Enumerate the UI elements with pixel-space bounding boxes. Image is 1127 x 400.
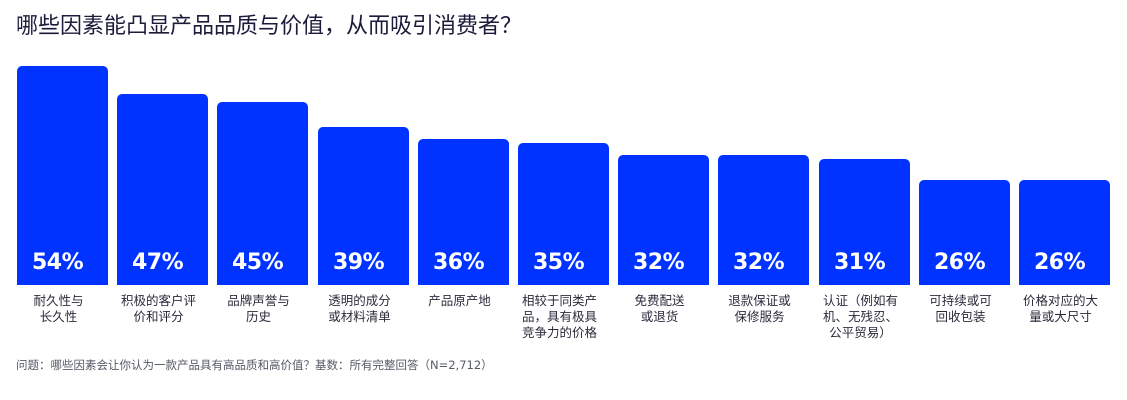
bar-value-label: 26% [1034,250,1086,275]
bar: 39% [318,127,409,285]
bar-value-label: 32% [733,250,785,275]
footnote: 问题：哪些因素会让你认为一款产品具有高品质和高价值？基数：所有完整回答（N=2,… [16,358,493,372]
bar: 35% [518,143,609,285]
bar-value-label: 39% [333,250,385,275]
bar-value-label: 31% [834,250,886,275]
bar: 26% [919,180,1010,285]
category-label: 积极的客户评 价和评分 [120,293,196,324]
bar: 47% [117,94,208,285]
category-label: 退款保证或 保修服务 [728,293,791,324]
bar: 36% [418,139,509,285]
bar-value-label: 35% [533,250,585,275]
category-label: 产品原产地 [428,293,491,308]
category-label: 耐久性与 长久性 [33,293,84,324]
category-label: 透明的成分 或材料清单 [328,293,391,324]
bar: 31% [819,159,910,285]
bar-value-label: 47% [132,250,184,275]
bar: 32% [618,155,709,285]
bar-value-label: 32% [633,250,685,275]
bar: 45% [217,102,308,285]
bar-value-label: 36% [433,250,485,275]
bar-value-label: 26% [934,250,986,275]
category-label: 认证（例如有 机、无残忍、 公平贸易） [822,293,898,340]
category-label: 价格对应的大 量或大尺寸 [1022,293,1098,324]
bar: 26% [1019,180,1110,285]
bar: 54% [17,66,108,285]
bar: 32% [718,155,809,285]
category-label: 品牌声誉与 历史 [227,293,290,324]
category-label: 相较于同类产 品，具有极具 竞争力的价格 [521,293,597,340]
chart-title: 哪些因素能凸显产品品质与价值，从而吸引消费者？ [16,14,523,39]
category-label: 免费配送 或退货 [634,293,685,324]
category-label: 可持续或可 回收包装 [929,293,992,324]
bar-value-label: 45% [232,250,284,275]
bar-value-label: 54% [32,250,84,275]
